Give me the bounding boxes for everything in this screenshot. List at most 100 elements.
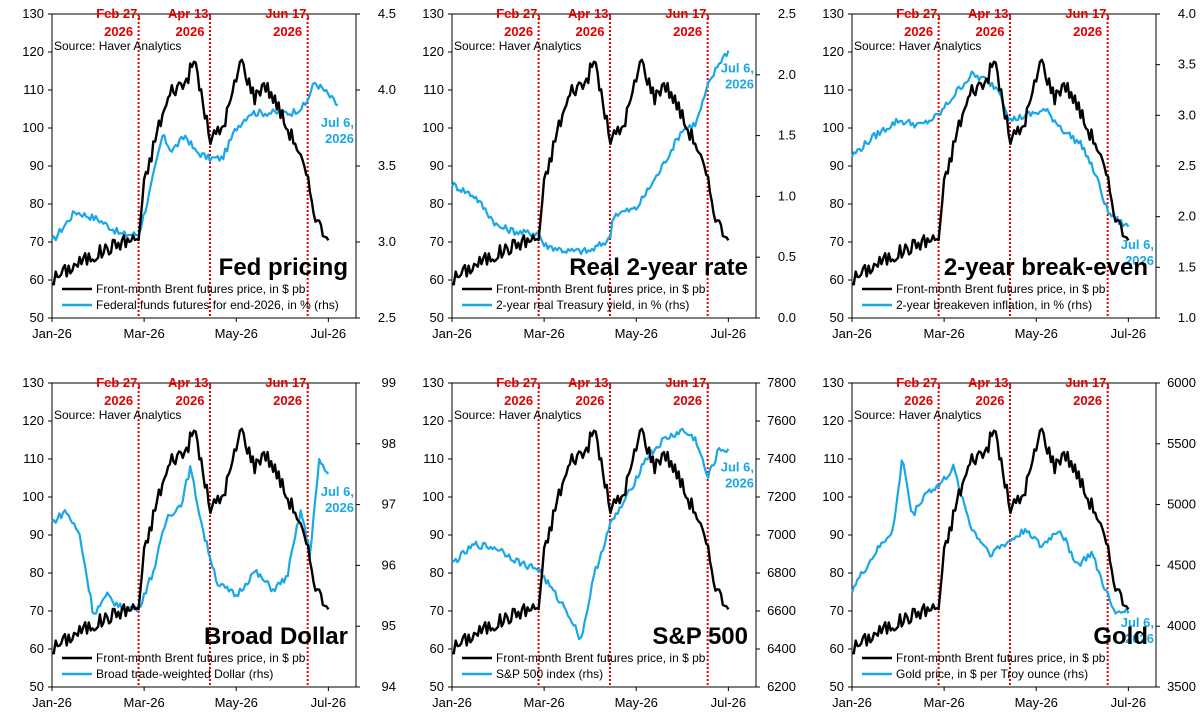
x-tick-label: Mar-26 [924, 695, 965, 710]
event-year-label: 2026 [176, 24, 205, 39]
x-tick-label: Jul-26 [1111, 326, 1146, 341]
y-right-tick-label: 7000 [767, 527, 796, 542]
y-left-tick-label: 80 [430, 565, 444, 580]
y-left-tick-label: 100 [422, 120, 444, 135]
legend-item-brent: Front-month Brent futures price, in $ pb [96, 651, 306, 665]
y-right-tick-label: 1.0 [778, 188, 796, 203]
event-year-label: 2026 [104, 24, 133, 39]
x-tick-label: Jul-26 [311, 695, 346, 710]
y-left-tick-label: 60 [430, 272, 444, 287]
panel-title: Fed pricing [219, 254, 348, 281]
end-date-label: Jul 6, [1121, 615, 1154, 630]
y-left-tick-label: 120 [822, 413, 844, 428]
y-right-tick-label: 6200 [767, 679, 796, 694]
event-year-label: 2026 [1073, 393, 1102, 408]
x-tick-label: May-26 [215, 695, 258, 710]
panel-broad-dollar: 50 60 70 80 90 100 110 120 130 94 95 96 97 98 99 Jan-26… [0, 369, 400, 724]
y-left-tick-label: 100 [422, 489, 444, 504]
event-year-label: 2026 [576, 393, 605, 408]
event-year-label: 2026 [576, 24, 605, 39]
chart-svg: 50 60 70 80 90 100 110 120 130 94 95 96 97 98 99 Jan-26… [22, 375, 396, 710]
source-note: Source: Haver Analytics [454, 408, 581, 422]
x-tick-label: Mar-26 [924, 326, 965, 341]
y-left-tick-label: 120 [422, 44, 444, 59]
x-tick-label: Jan-26 [832, 326, 872, 341]
y-right-tick-label: 1.5 [778, 128, 796, 143]
chart-svg: 50 60 70 80 90 100 110 120 130 1.0 1.5 2.0 2.5 3.0 3.5… [822, 6, 1196, 341]
event-date-label: Apr 13, [968, 375, 1012, 390]
y-right-tick-label: 1.0 [1178, 310, 1196, 325]
source-note: Source: Haver Analytics [854, 408, 981, 422]
legend-item-brent: Front-month Brent futures price, in $ pb [896, 282, 1106, 296]
end-year-label: 2026 [1125, 253, 1154, 268]
y-left-tick-label: 120 [422, 413, 444, 428]
panel-title: Broad Dollar [204, 623, 348, 650]
x-tick-label: Mar-26 [524, 326, 565, 341]
x-tick-label: Jan-26 [32, 326, 72, 341]
y-left-tick-label: 50 [30, 310, 44, 325]
event-date-label: Feb 27, [496, 375, 541, 390]
panel-title: Real 2-year rate [569, 254, 748, 281]
y-left-tick-label: 110 [823, 451, 844, 466]
y-left-tick-label: 90 [430, 527, 444, 542]
y-left-tick-label: 110 [423, 451, 444, 466]
y-right-tick-label: 2.5 [378, 310, 396, 325]
y-right-tick-label: 4.0 [1178, 6, 1196, 21]
y-left-tick-label: 90 [30, 527, 44, 542]
x-tick-label: Jul-26 [1111, 695, 1146, 710]
source-note: Source: Haver Analytics [454, 39, 581, 53]
y-right-tick-label: 94 [382, 679, 396, 694]
event-date-label: Feb 27, [896, 375, 941, 390]
y-left-tick-label: 60 [830, 641, 844, 656]
end-date-label: Jul 6, [721, 60, 754, 75]
y-left-tick-label: 60 [30, 272, 44, 287]
y-right-tick-label: 7200 [767, 489, 796, 504]
event-year-label: 2026 [673, 24, 702, 39]
source-note: Source: Haver Analytics [54, 39, 181, 53]
y-left-tick-label: 60 [430, 641, 444, 656]
legend-item-rhs: Federal funds futures for end-2026, in %… [96, 298, 339, 312]
x-tick-label: Jan-26 [432, 326, 472, 341]
x-tick-label: Jan-26 [432, 695, 472, 710]
x-tick-label: Jan-26 [832, 695, 872, 710]
y-left-tick-label: 100 [22, 120, 44, 135]
event-year-label: 2026 [976, 24, 1005, 39]
y-right-tick-label: 3.0 [378, 234, 396, 249]
y-right-tick-label: 3.5 [378, 158, 396, 173]
y-right-tick-label: 6400 [767, 641, 796, 656]
legend-item-rhs: 2-year breakeven inflation, in % (rhs) [896, 298, 1092, 312]
y-left-tick-label: 60 [830, 272, 844, 287]
panel-gold: 50 60 70 80 90 100 110 120 130 3500 4000 4500 5000 55… [800, 369, 1200, 724]
event-year-label: 2026 [673, 393, 702, 408]
y-right-tick-label: 3.5 [1178, 57, 1196, 72]
y-right-tick-label: 96 [382, 557, 396, 572]
y-left-tick-label: 100 [822, 489, 844, 504]
chart-svg: 50 60 70 80 90 100 110 120 130 0.0 0.5 1.0 1.5 2.0 2.5… [422, 6, 796, 341]
y-right-tick-label: 4000 [1167, 618, 1196, 633]
y-right-tick-label: 98 [382, 436, 396, 451]
y-left-tick-label: 90 [830, 158, 844, 173]
chart-svg: 50 60 70 80 90 100 110 120 130 6200 6400 6600 6800 70… [422, 375, 796, 710]
y-left-tick-label: 130 [422, 6, 444, 21]
y-right-tick-label: 2.5 [1178, 158, 1196, 173]
y-left-tick-label: 130 [422, 375, 444, 390]
event-year-label: 2026 [904, 24, 933, 39]
y-left-tick-label: 130 [822, 6, 844, 21]
y-left-tick-label: 70 [30, 603, 44, 618]
y-left-tick-label: 50 [430, 679, 444, 694]
series-line-rhs [850, 70, 1130, 228]
legend-item-rhs: 2-year real Treasury yield, in % (rhs) [496, 298, 689, 312]
panel-real-2-year-rate: 50 60 70 80 90 100 110 120 130 0.0 0.5 1.0 1.5 2.0 2.5… [400, 0, 800, 355]
event-date-label: Apr 13, [568, 6, 612, 21]
event-date-label: Jun 17, [265, 6, 310, 21]
y-left-tick-label: 100 [822, 120, 844, 135]
y-right-tick-label: 97 [382, 497, 396, 512]
chart-svg: 50 60 70 80 90 100 110 120 130 2.5 3.0 3.5 4.0 4.5 Jan… [22, 6, 396, 341]
panel-fed-pricing: 50 60 70 80 90 100 110 120 130 2.5 3.0 3.5 4.0 4.5 Jan… [0, 0, 400, 355]
y-right-tick-label: 3500 [1167, 679, 1196, 694]
event-year-label: 2026 [104, 393, 133, 408]
y-left-tick-label: 110 [23, 82, 44, 97]
event-date-label: Jun 17, [665, 6, 710, 21]
y-left-tick-label: 120 [822, 44, 844, 59]
x-tick-label: May-26 [615, 326, 658, 341]
